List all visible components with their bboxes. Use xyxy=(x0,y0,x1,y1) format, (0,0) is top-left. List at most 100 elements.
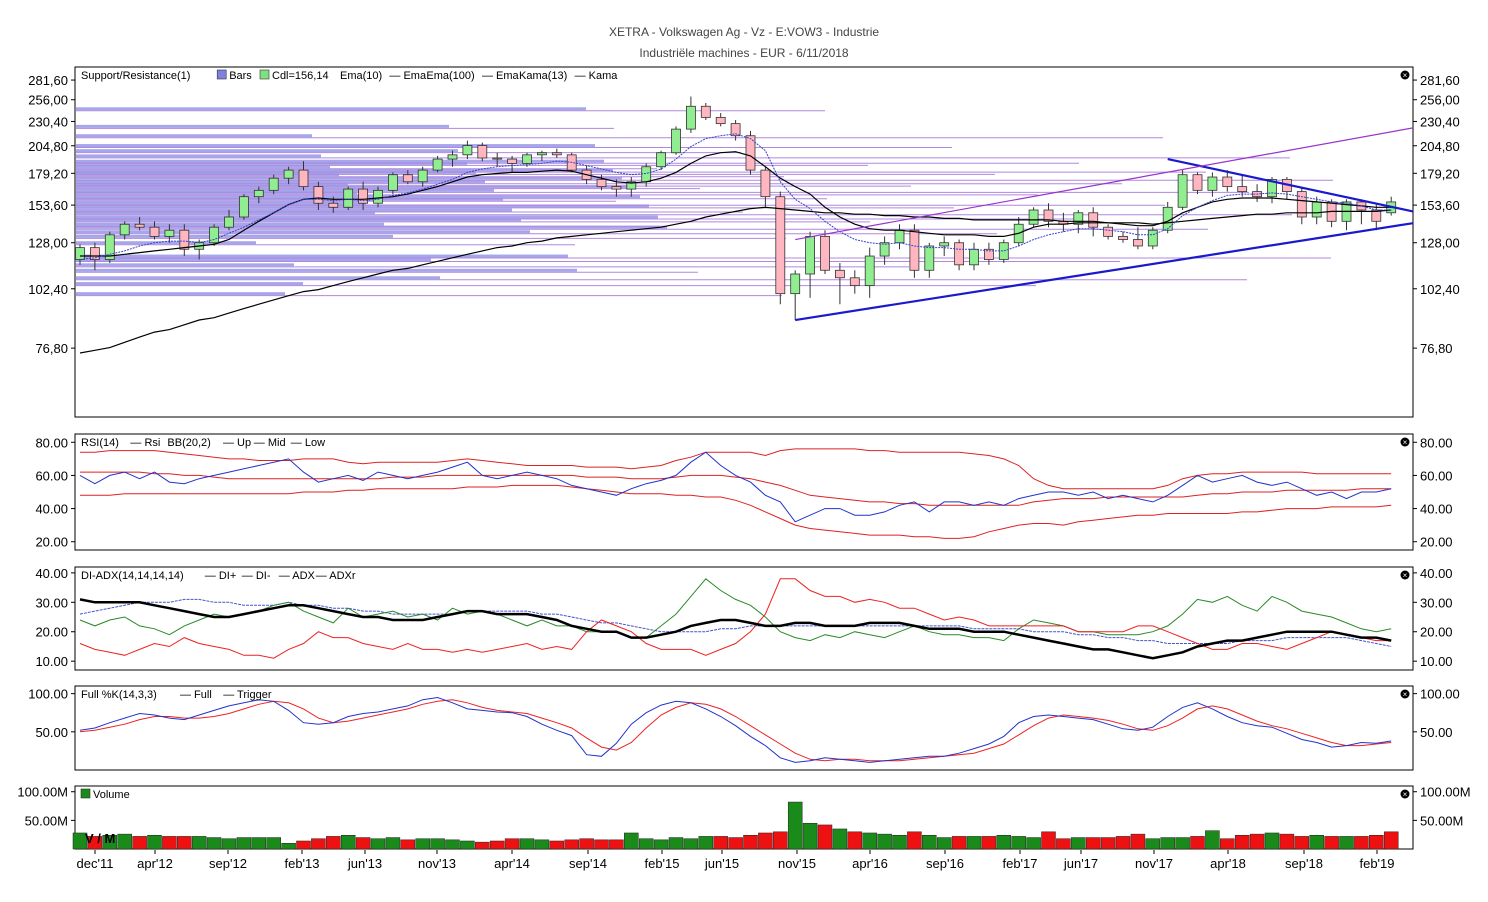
x-tick-label: sep'14 xyxy=(569,856,607,871)
candle xyxy=(775,196,786,295)
adx-tick-label-right: 20.00 xyxy=(1420,625,1453,640)
support-resistance-bar xyxy=(76,211,375,215)
candle xyxy=(1267,178,1277,198)
volume-bar xyxy=(758,832,773,850)
volume-bar xyxy=(251,837,267,850)
candle xyxy=(477,145,488,159)
x-tick-label: feb'15 xyxy=(644,856,679,871)
rsi-tick-label-left: 80.00 xyxy=(35,435,68,450)
stoch-tick-label-right: 50.00 xyxy=(1420,725,1453,740)
chart-subtitle: Industriële machines - EUR - 6/11/2018 xyxy=(639,46,849,60)
volume-bar xyxy=(460,840,475,850)
volume-tick-label-right: 50.00M xyxy=(1420,813,1463,828)
trendline xyxy=(795,127,1414,241)
volume-bar xyxy=(951,836,967,850)
volume-bar xyxy=(1071,837,1086,850)
candle xyxy=(492,157,503,160)
candle xyxy=(849,277,860,286)
volume-bar xyxy=(221,838,237,850)
support-resistance-bar xyxy=(76,134,312,138)
price-tick-label-right: 256,00 xyxy=(1420,93,1460,108)
price-legend-item: Ema(100) xyxy=(426,70,474,82)
volume-bar xyxy=(862,832,877,850)
volume-bar xyxy=(475,841,490,850)
price-tick-label-right: 281,60 xyxy=(1420,73,1460,88)
volume-bar xyxy=(1115,836,1131,850)
volume-bar xyxy=(1383,831,1399,850)
rsi-legend-item: — Up xyxy=(223,437,251,449)
volume-bar xyxy=(683,838,699,850)
close-icon xyxy=(1400,570,1410,580)
candle xyxy=(1296,191,1307,218)
close-icon-x: × xyxy=(1403,71,1408,80)
support-resistance-bar xyxy=(76,144,595,148)
support-resistance-bar xyxy=(76,149,458,153)
candle xyxy=(164,229,175,237)
stoch-legend-item: Full %K(14,3,3) xyxy=(81,689,157,701)
x-tick-label: feb'17 xyxy=(1002,856,1037,871)
candle xyxy=(1103,226,1113,237)
x-tick-label: jun'15 xyxy=(704,856,739,871)
volume-bar xyxy=(713,836,728,850)
support-resistance-bar xyxy=(76,107,586,111)
price-legend-item: — Ema xyxy=(389,70,427,82)
price-legend-item: Support/Resistance(1) xyxy=(81,70,190,82)
candle xyxy=(864,255,875,286)
candle xyxy=(641,166,652,183)
support-resistance-bar xyxy=(76,204,649,208)
volume-bar xyxy=(534,839,550,850)
volume-bar xyxy=(117,833,132,850)
candle xyxy=(924,245,935,271)
stoch-tick-label-left: 50.00 xyxy=(35,725,68,740)
volume-bar xyxy=(236,837,252,850)
x-tick-label: sep'18 xyxy=(1285,856,1323,871)
volume-bar xyxy=(549,840,565,850)
stoch-tick-label-left: 100.00 xyxy=(28,687,68,702)
close-icon-x: × xyxy=(1403,790,1408,799)
volume-bar xyxy=(1175,837,1190,850)
candle xyxy=(358,188,369,204)
rsi-legend-item: — Low xyxy=(291,437,325,449)
support-resistance-bar xyxy=(76,263,294,267)
x-tick-label: apr'18 xyxy=(1210,856,1246,871)
volume-legend-swatch xyxy=(80,788,91,799)
adx-tick-label-right: 10.00 xyxy=(1420,654,1453,669)
volume-bar xyxy=(832,828,848,850)
support-resistance-bar xyxy=(76,292,285,296)
support-resistance-bar xyxy=(76,241,256,245)
price-legend-item: Bars xyxy=(229,70,252,82)
x-tick-label: feb'19 xyxy=(1359,856,1394,871)
volume-bar xyxy=(430,838,445,850)
candle xyxy=(104,234,115,260)
candle xyxy=(1133,239,1143,247)
candle xyxy=(700,105,711,118)
support-resistance-bar xyxy=(76,215,658,219)
x-tick-label: jun'13 xyxy=(347,856,382,871)
panel-frame-stoch xyxy=(74,685,1414,771)
volume-bar xyxy=(787,801,803,850)
close-icon xyxy=(1400,70,1410,80)
legend-swatch xyxy=(216,69,227,80)
support-resistance-bar xyxy=(76,197,503,201)
candle xyxy=(954,242,964,266)
support-resistance-bar xyxy=(76,180,485,184)
close-icon xyxy=(1400,689,1410,699)
volume-bar xyxy=(907,831,922,850)
adx-line xyxy=(79,598,1392,660)
rsi-tick-label-left: 40.00 xyxy=(35,502,68,517)
volume-bar xyxy=(966,836,982,850)
stoch-trigger-line xyxy=(79,699,1392,762)
volume-bar xyxy=(847,831,863,850)
volume-bar xyxy=(519,838,535,850)
close-icon xyxy=(1400,437,1410,447)
candle xyxy=(417,169,428,183)
rsi-tick-label-left: 60.00 xyxy=(35,468,68,483)
volume-tick-label-left: 50.00M xyxy=(25,813,68,828)
volume-bar xyxy=(609,839,624,850)
volume-bar xyxy=(564,839,579,850)
trendline xyxy=(1167,157,1414,213)
volume-bar xyxy=(147,835,162,850)
candle xyxy=(1028,209,1039,225)
chart-title: XETRA - Volkswagen Ag - Vz - E:VOW3 - In… xyxy=(609,25,879,39)
volume-bar xyxy=(340,835,356,850)
